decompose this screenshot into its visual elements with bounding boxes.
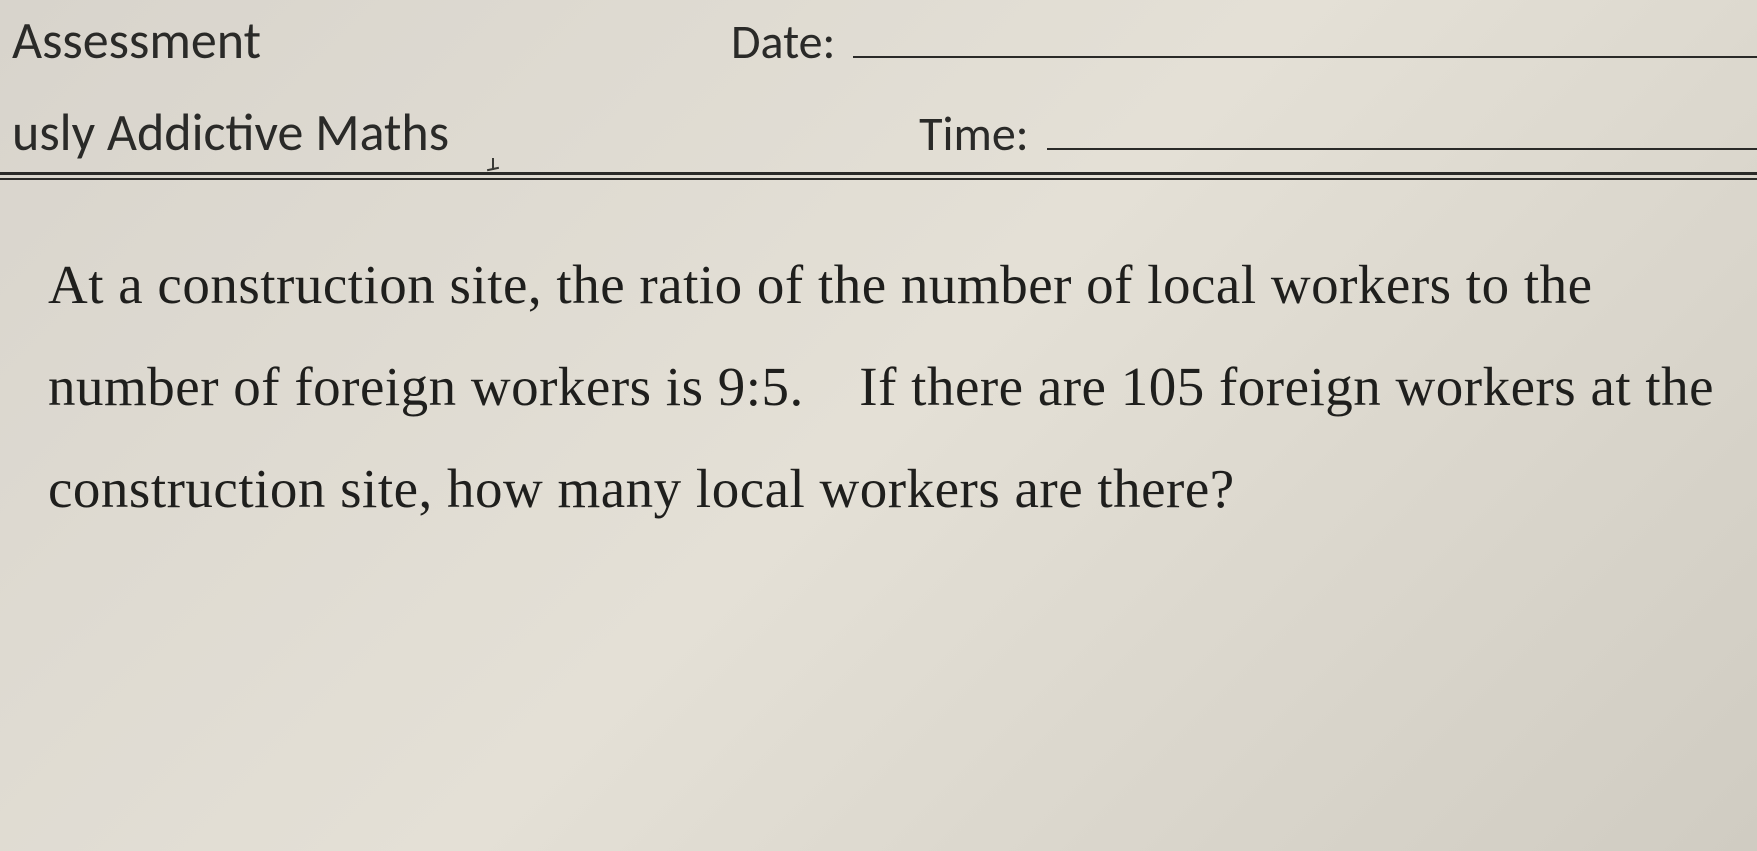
- header-left-2: usly Addictive Maths: [0, 100, 449, 164]
- date-field-group: Date:: [261, 12, 1757, 71]
- date-label: Date:: [731, 12, 835, 71]
- date-blank-line: [853, 56, 1757, 58]
- header-spacer: [0, 72, 1757, 100]
- header-left-1: Assessment: [0, 8, 261, 72]
- time-field-group: Time:: [449, 104, 1757, 163]
- assessment-title: Assessment: [12, 8, 261, 72]
- question-area: At a construction site, the ratio of the…: [0, 180, 1757, 539]
- header-double-rule: [0, 172, 1757, 180]
- time-label: Time:: [919, 104, 1028, 163]
- header-row-2: usly Addictive Maths Time:: [0, 100, 1757, 164]
- question-text: At a construction site, the ratio of the…: [48, 234, 1727, 539]
- header-row-1: Assessment Date:: [0, 8, 1757, 72]
- worksheet-header: Assessment Date: usly Addictive Maths Ti…: [0, 0, 1757, 180]
- time-blank-line: [1047, 148, 1757, 150]
- subtitle-text: usly Addictive Maths: [12, 100, 449, 164]
